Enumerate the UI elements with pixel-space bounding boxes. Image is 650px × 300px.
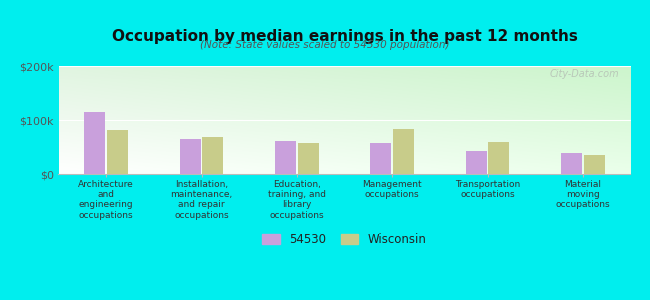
Bar	[84, 112, 105, 174]
Text: City-Data.com: City-Data.com	[549, 69, 619, 79]
Bar	[370, 143, 391, 174]
Text: (Note: State values scaled to 54530 population): (Note: State values scaled to 54530 popu…	[200, 40, 450, 50]
Bar	[275, 140, 296, 174]
Bar	[488, 142, 510, 174]
Bar	[107, 130, 128, 174]
Legend: 54530, Wisconsin: 54530, Wisconsin	[263, 233, 426, 246]
Bar	[298, 143, 318, 174]
Bar	[202, 137, 224, 174]
Bar	[393, 129, 414, 174]
Bar	[465, 151, 487, 174]
Bar	[561, 154, 582, 174]
Title: Occupation by median earnings in the past 12 months: Occupation by median earnings in the pas…	[112, 29, 577, 44]
Bar	[179, 139, 201, 174]
Bar	[584, 155, 605, 174]
